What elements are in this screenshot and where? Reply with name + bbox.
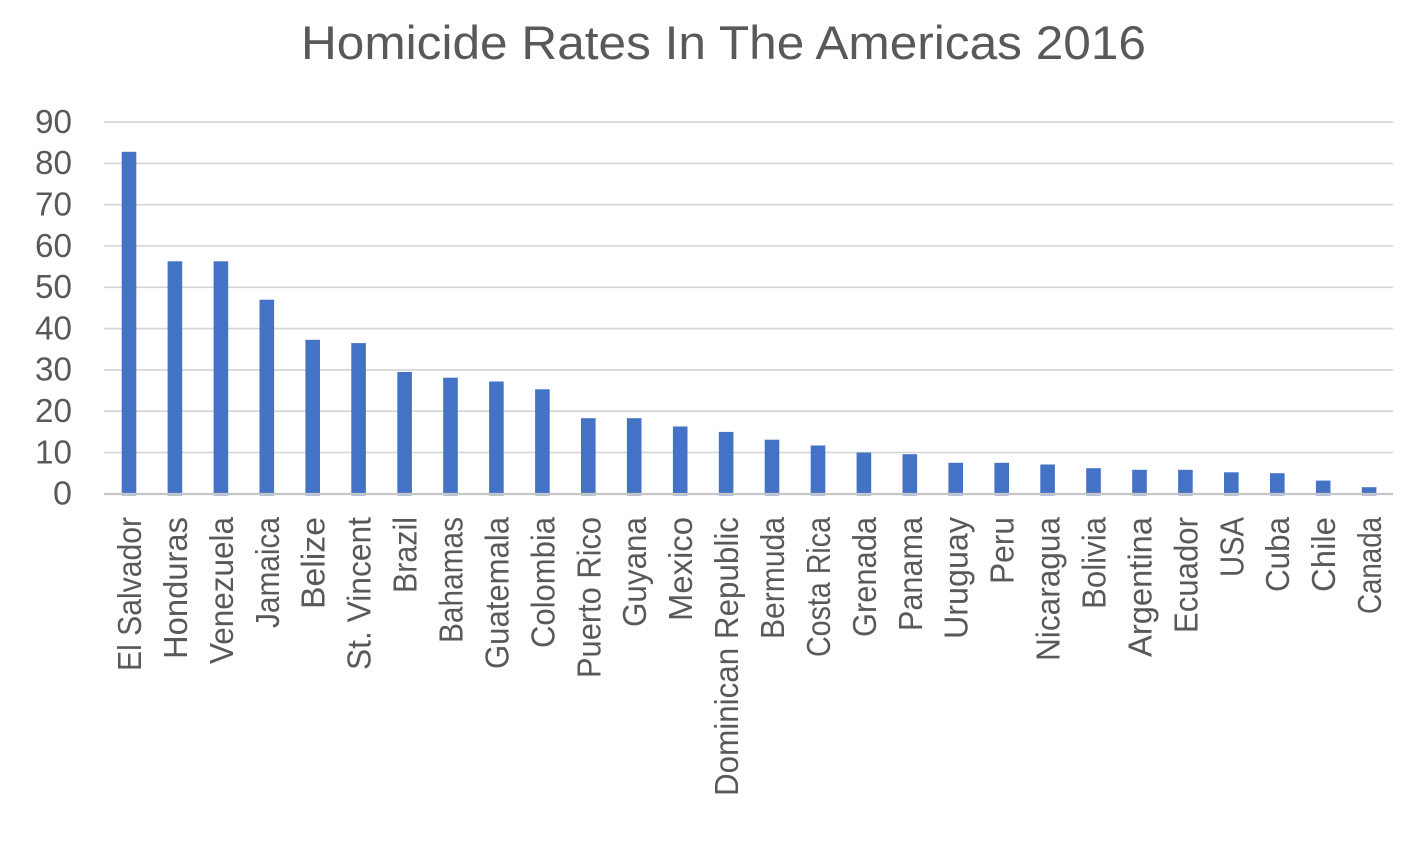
svg-text:Argentina: Argentina bbox=[1123, 517, 1160, 657]
svg-text:El Salvador: El Salvador bbox=[112, 517, 149, 671]
svg-text:USA: USA bbox=[1214, 516, 1251, 577]
svg-text:20: 20 bbox=[35, 393, 72, 430]
svg-text:St. Vincent: St. Vincent bbox=[342, 516, 379, 670]
svg-text:Honduras: Honduras bbox=[158, 517, 195, 659]
svg-text:Uruguay: Uruguay bbox=[939, 517, 976, 639]
svg-text:40: 40 bbox=[35, 310, 72, 347]
svg-text:Cuba: Cuba bbox=[1260, 517, 1297, 592]
svg-text:Brazil: Brazil bbox=[388, 517, 425, 593]
svg-text:70: 70 bbox=[35, 187, 72, 224]
svg-text:Bolivia: Bolivia bbox=[1077, 517, 1114, 609]
svg-text:Jamaica: Jamaica bbox=[250, 517, 287, 628]
svg-text:Dominican Republic: Dominican Republic bbox=[709, 517, 746, 796]
svg-text:Chile: Chile bbox=[1306, 517, 1343, 592]
svg-text:Homicide Rates In The Americas: Homicide Rates In The Americas 2016 bbox=[301, 17, 1146, 70]
svg-text:Bahamas: Bahamas bbox=[434, 517, 471, 643]
svg-text:Puerto Rico: Puerto Rico bbox=[571, 517, 608, 678]
svg-text:Ecuador: Ecuador bbox=[1168, 517, 1205, 633]
svg-text:10: 10 bbox=[35, 434, 72, 471]
svg-text:Belize: Belize bbox=[296, 517, 333, 609]
svg-text:Venezuela: Venezuela bbox=[204, 517, 241, 664]
svg-text:Mexico: Mexico bbox=[663, 517, 700, 621]
svg-text:Grenada: Grenada bbox=[847, 517, 884, 637]
svg-text:80: 80 bbox=[35, 145, 72, 182]
svg-text:Canada: Canada bbox=[1352, 517, 1389, 614]
svg-text:Colombia: Colombia bbox=[525, 517, 562, 648]
svg-text:Bermuda: Bermuda bbox=[755, 517, 792, 639]
svg-text:Costa Rica: Costa Rica bbox=[801, 517, 838, 657]
svg-text:Guatemala: Guatemala bbox=[479, 517, 516, 669]
svg-text:Nicaragua: Nicaragua bbox=[1031, 517, 1068, 661]
svg-text:0: 0 bbox=[53, 476, 72, 513]
svg-text:30: 30 bbox=[35, 352, 72, 389]
svg-text:60: 60 bbox=[35, 228, 72, 265]
svg-text:Guyana: Guyana bbox=[617, 517, 654, 627]
svg-text:90: 90 bbox=[35, 104, 72, 141]
svg-text:Peru: Peru bbox=[985, 517, 1022, 584]
svg-text:50: 50 bbox=[35, 269, 72, 306]
svg-text:Panama: Panama bbox=[893, 517, 930, 631]
